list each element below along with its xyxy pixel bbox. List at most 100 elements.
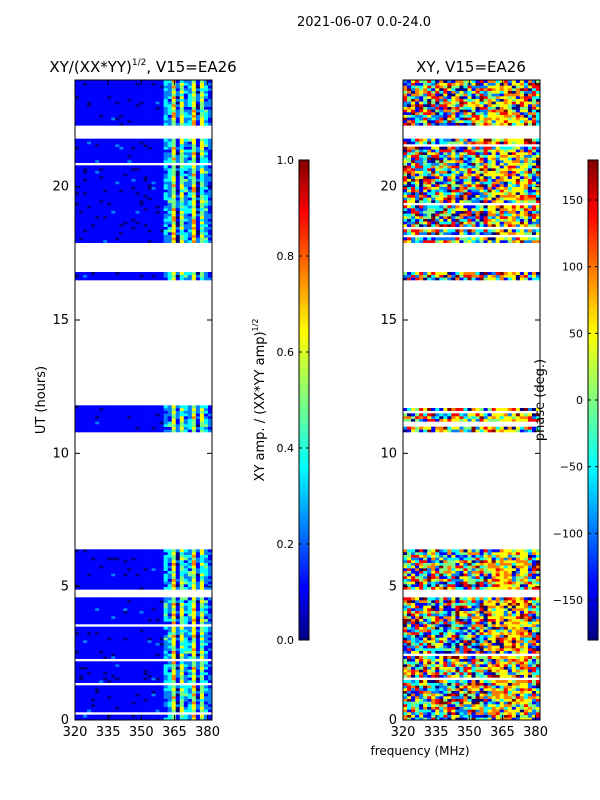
heatmap-cell <box>155 690 161 694</box>
heatmap-cell <box>143 642 148 646</box>
heatmap-cell <box>167 90 173 94</box>
heatmap-cell <box>159 106 165 110</box>
heatmap-cell <box>139 685 144 689</box>
heatmap-cell <box>203 714 209 718</box>
heatmap-cell <box>95 221 100 225</box>
heatmap-cell <box>139 93 144 97</box>
heatmap-cell <box>203 122 209 126</box>
heatmap-cell <box>179 616 185 619</box>
heatmap-cell <box>111 160 116 163</box>
heatmap-cell <box>111 181 116 185</box>
heatmap-cell <box>179 152 185 155</box>
heatmap-cell <box>207 621 212 625</box>
heatmap-cell <box>535 714 540 718</box>
heatmap-cell <box>131 605 136 609</box>
heatmap-cell <box>519 682 525 686</box>
heatmap-cell <box>151 234 156 238</box>
heatmap-cell <box>167 229 173 233</box>
heatmap-cell <box>99 597 104 601</box>
heatmap-cell <box>83 693 88 697</box>
heatmap-cell <box>207 714 212 718</box>
heatmap-cell <box>183 648 189 651</box>
heatmap-cell <box>515 696 521 699</box>
heatmap-cell <box>199 690 205 694</box>
heatmap-cell <box>511 688 517 691</box>
heatmap-cell <box>191 554 197 558</box>
heatmap-cell <box>155 96 161 99</box>
heatmap-cell <box>175 200 181 203</box>
heatmap-cell <box>123 88 128 91</box>
heatmap-cell <box>155 714 161 718</box>
heatmap-cell <box>111 581 116 585</box>
heatmap-cell <box>91 421 96 425</box>
heatmap-cell <box>203 693 209 697</box>
heatmap-cell <box>207 616 212 619</box>
heatmap-cell <box>127 693 132 697</box>
heatmap-cell <box>519 717 525 720</box>
heatmap-cell <box>191 141 197 145</box>
heatmap-cell <box>175 600 181 603</box>
heatmap-cell <box>159 93 165 97</box>
heatmap-cell <box>175 93 181 97</box>
heatmap-cell <box>199 210 205 214</box>
heatmap-cell <box>207 573 212 577</box>
heatmap-cell <box>455 682 460 686</box>
heatmap-cell <box>143 650 148 654</box>
heatmap-cell <box>131 685 136 689</box>
heatmap-cell <box>175 717 181 720</box>
heatmap-cell <box>147 141 152 145</box>
heatmap-cell <box>167 85 173 89</box>
heatmap-cell <box>203 192 209 195</box>
heatmap-cell <box>183 717 189 720</box>
heatmap-cell <box>103 632 108 635</box>
heatmap-cell <box>143 693 148 697</box>
heatmap-cell <box>195 626 201 630</box>
heatmap-cell <box>91 608 96 611</box>
heatmap-cell <box>139 138 144 142</box>
heatmap-cell <box>163 277 169 281</box>
heatmap-cell <box>167 704 173 707</box>
heatmap-cell <box>111 410 116 414</box>
heatmap-cell <box>171 194 177 198</box>
heatmap-cell <box>403 701 408 705</box>
heatmap-cell <box>187 690 193 694</box>
heatmap-cell <box>183 613 189 617</box>
heatmap-cell <box>83 698 88 702</box>
heatmap-cell <box>123 160 128 163</box>
heatmap-cell <box>119 698 124 702</box>
heatmap-cell <box>123 146 128 150</box>
heatmap-cell <box>187 149 193 153</box>
heatmap-cell <box>103 648 108 651</box>
heatmap-cell <box>147 88 152 91</box>
heatmap-cell <box>99 418 104 422</box>
heatmap-cell <box>195 714 201 718</box>
heatmap-cell <box>75 568 80 571</box>
heatmap-cell <box>175 613 181 617</box>
heatmap-cell <box>171 152 177 155</box>
heatmap-cell <box>147 661 152 665</box>
heatmap-cell <box>139 410 144 414</box>
heatmap-cell <box>115 634 120 638</box>
heatmap-cell <box>135 714 140 718</box>
heatmap-cell <box>415 664 420 667</box>
heatmap-cell <box>99 610 104 614</box>
heatmap-cell <box>183 656 189 659</box>
heatmap-cell <box>195 186 201 190</box>
heatmap-cell <box>111 629 116 633</box>
heatmap-cell <box>143 626 148 630</box>
heatmap-cell <box>115 82 120 86</box>
heatmap-cell <box>431 688 436 691</box>
heatmap-cell <box>103 565 108 569</box>
heatmap-cell <box>75 237 80 241</box>
heatmap-cell <box>75 93 80 97</box>
heatmap-cell <box>147 714 152 718</box>
heatmap-cell <box>523 701 529 705</box>
heatmap-cell <box>75 157 80 161</box>
heatmap-cell <box>183 408 189 411</box>
heatmap-cell <box>163 144 169 147</box>
heatmap-cell <box>139 117 144 121</box>
heatmap-cell <box>503 688 509 691</box>
left-colorbar <box>298 159 310 641</box>
heatmap-cell <box>111 693 116 697</box>
heatmap-cell <box>131 568 136 571</box>
